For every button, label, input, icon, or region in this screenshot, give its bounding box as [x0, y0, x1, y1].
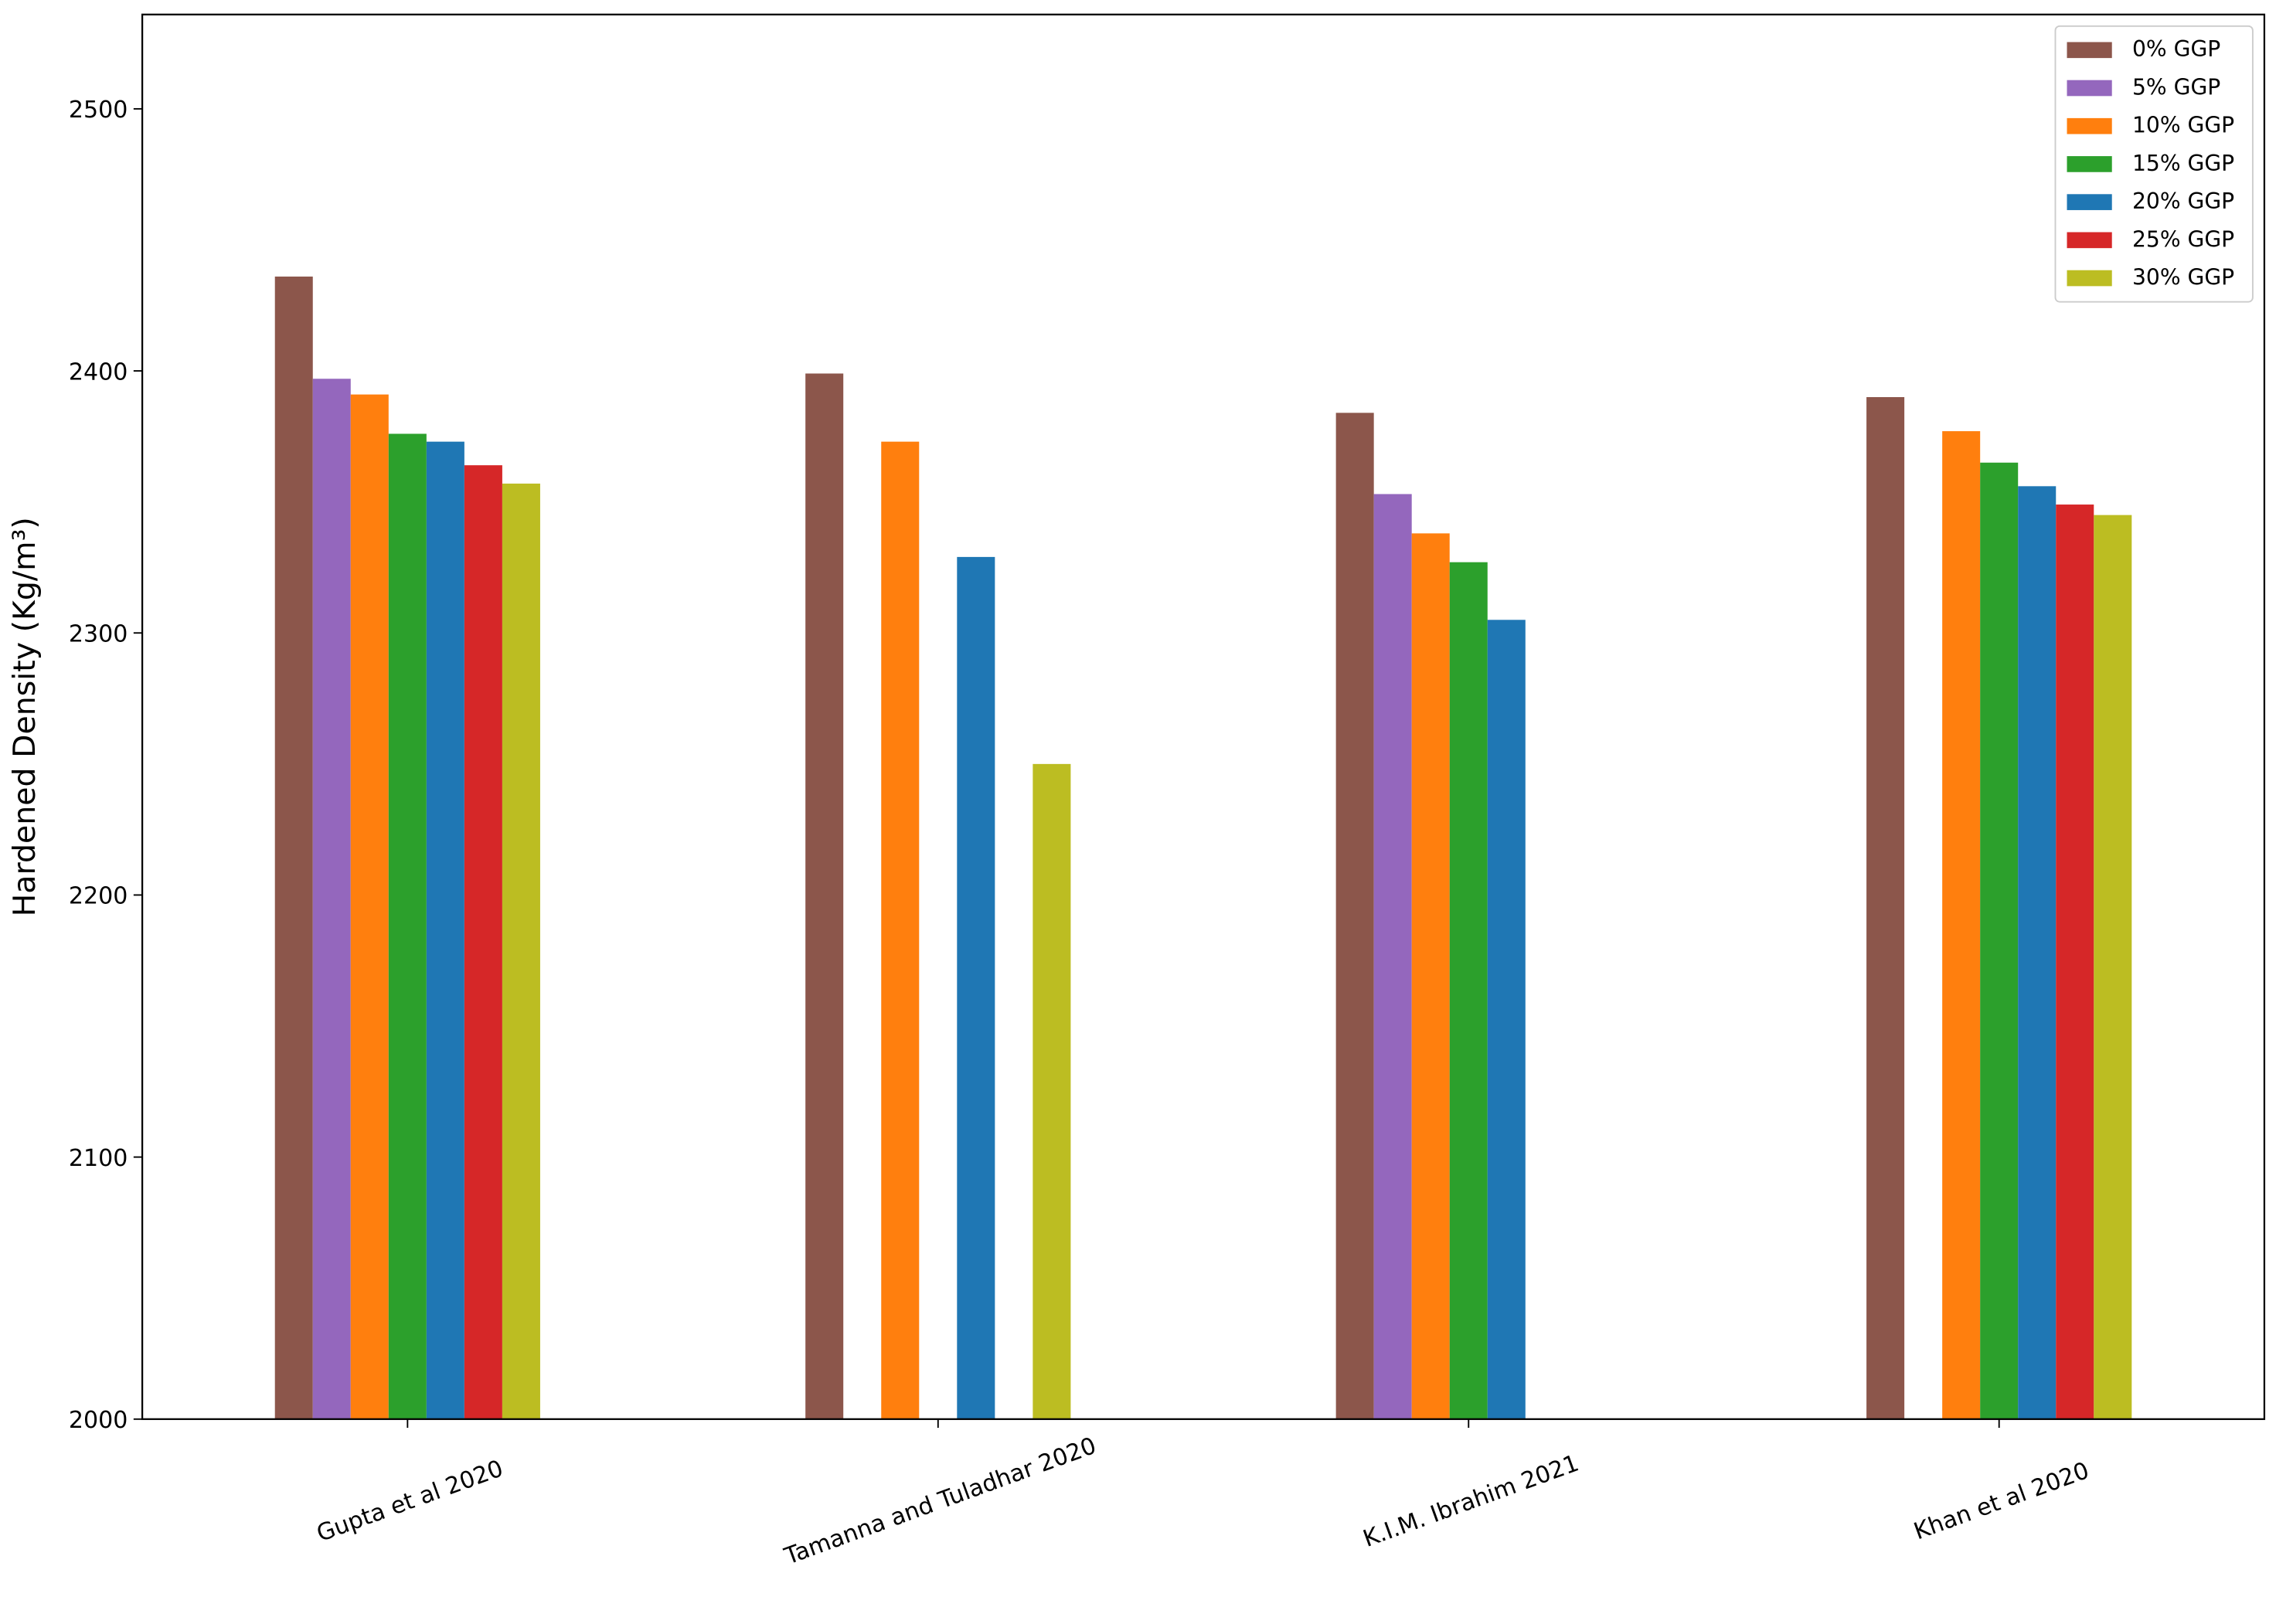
legend-label: 5% GGP — [2132, 74, 2220, 100]
y-tick-label: 2100 — [69, 1145, 128, 1172]
bar — [1942, 431, 1981, 1419]
x-tick-label: Khan et al 2020 — [1910, 1457, 2093, 1545]
bar — [881, 441, 920, 1419]
bar — [274, 276, 313, 1419]
bar — [388, 433, 427, 1419]
legend-label: 0% GGP — [2132, 36, 2220, 62]
bar — [1487, 620, 1526, 1419]
bar — [957, 556, 995, 1419]
legend-swatch — [2067, 80, 2112, 97]
bar — [426, 441, 464, 1419]
bar — [1373, 494, 1412, 1419]
legend: 0% GGP 5% GGP 10% GGP 15% GGP 20% GGP 25% GGP… — [2054, 25, 2254, 303]
bar — [1449, 562, 1488, 1419]
bar — [2056, 505, 2094, 1419]
legend-swatch — [2067, 42, 2112, 59]
x-tick-label: Gupta et al 2020 — [313, 1455, 506, 1548]
y-tick-label: 2500 — [69, 97, 128, 124]
y-tick-label: 2200 — [69, 883, 128, 910]
x-tick-label: Tamanna and Tuladhar 2020 — [781, 1432, 1100, 1571]
bar — [464, 465, 502, 1419]
y-tick-label: 2300 — [69, 621, 128, 648]
bar — [350, 394, 389, 1419]
legend-label: 20% GGP — [2132, 189, 2234, 214]
bar — [312, 379, 351, 1419]
bar — [805, 373, 844, 1419]
plot-frame — [141, 13, 2266, 1420]
legend-label: 30% GGP — [2132, 264, 2234, 290]
bar — [1411, 533, 1450, 1419]
legend-swatch — [2067, 270, 2112, 287]
bar — [2094, 515, 2132, 1419]
legend-swatch — [2067, 117, 2112, 134]
legend-label: 25% GGP — [2132, 226, 2234, 252]
legend-label: 10% GGP — [2132, 113, 2234, 138]
bar — [1335, 413, 1374, 1419]
legend-swatch — [2067, 194, 2112, 210]
y-tick-label: 2000 — [69, 1407, 128, 1434]
bar — [502, 483, 540, 1419]
bar — [2018, 486, 2057, 1419]
bar — [1866, 396, 1905, 1419]
legend-swatch — [2067, 156, 2112, 172]
legend-label: 15% GGP — [2132, 151, 2234, 176]
x-tick-label: K.I.M. Ibrahim 2021 — [1359, 1449, 1582, 1552]
y-tick-label: 2400 — [69, 358, 128, 386]
bar — [1980, 462, 2019, 1419]
bar — [1033, 763, 1071, 1419]
legend-swatch — [2067, 232, 2112, 249]
y-axis-label: Hardened Density (Kg/m³) — [7, 517, 43, 916]
